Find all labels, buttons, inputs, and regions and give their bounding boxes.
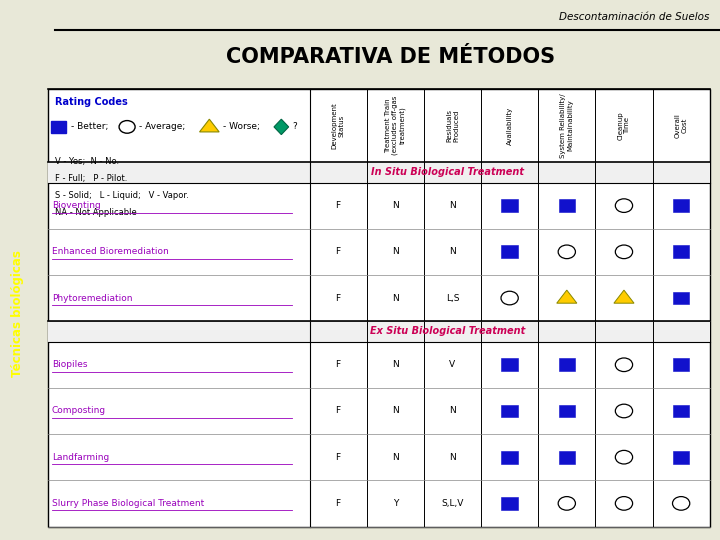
Text: Phytoremediation: Phytoremediation (52, 294, 132, 302)
Text: System Reliability/
Maintainability: System Reliability/ Maintainability (560, 93, 573, 158)
Text: L,S: L,S (446, 294, 459, 302)
Text: Residuals
Produced: Residuals Produced (446, 109, 459, 142)
Bar (559, 359, 575, 371)
Bar (501, 497, 518, 510)
Circle shape (616, 450, 633, 464)
Bar (501, 451, 518, 464)
Bar (673, 451, 689, 464)
Bar (673, 245, 689, 258)
Text: Y: Y (392, 499, 398, 508)
Text: N: N (449, 201, 456, 210)
Text: - Average;: - Average; (140, 123, 186, 131)
Text: V - Yes;  N - No.: V - Yes; N - No. (55, 157, 120, 166)
Text: S,L,V: S,L,V (441, 499, 464, 508)
Bar (48, 89, 710, 526)
Text: F: F (336, 360, 341, 369)
Polygon shape (557, 290, 577, 303)
Polygon shape (274, 119, 289, 134)
Text: N: N (449, 453, 456, 462)
Text: - Better;: - Better; (71, 123, 108, 131)
Circle shape (616, 245, 633, 259)
Bar (673, 404, 689, 417)
Text: Treatment Train
(excludes off-gas
treatment): Treatment Train (excludes off-gas treatm… (384, 96, 406, 155)
Circle shape (616, 497, 633, 510)
Text: N: N (392, 453, 399, 462)
Polygon shape (614, 290, 634, 303)
Bar (51, 122, 66, 132)
Polygon shape (199, 119, 219, 132)
Text: F: F (336, 453, 341, 462)
Bar (673, 292, 689, 305)
Text: N: N (449, 407, 456, 415)
Text: Ex Situ Biological Treatment: Ex Situ Biological Treatment (370, 326, 525, 336)
Text: Slurry Phase Biological Treatment: Slurry Phase Biological Treatment (52, 499, 204, 508)
Circle shape (558, 497, 575, 510)
Text: Descontaminación de Suelos: Descontaminación de Suelos (559, 11, 710, 22)
Circle shape (558, 245, 575, 259)
Text: F - Full;   P - Pilot.: F - Full; P - Pilot. (55, 174, 127, 183)
Circle shape (616, 358, 633, 372)
Text: Bioventing: Bioventing (52, 201, 101, 210)
Circle shape (616, 199, 633, 212)
Text: F: F (336, 294, 341, 302)
Text: COMPARATIVA DE MÉTODOS: COMPARATIVA DE MÉTODOS (226, 46, 556, 67)
Text: ?: ? (292, 123, 297, 131)
Bar (501, 199, 518, 212)
Text: F: F (336, 201, 341, 210)
Bar (673, 359, 689, 371)
Text: Biopiles: Biopiles (52, 360, 87, 369)
Circle shape (501, 291, 518, 305)
Text: F: F (336, 247, 341, 256)
Text: N: N (392, 407, 399, 415)
Text: N: N (449, 247, 456, 256)
Text: Landfarming: Landfarming (52, 453, 109, 462)
Text: V: V (449, 360, 456, 369)
Bar (501, 245, 518, 258)
Circle shape (616, 404, 633, 418)
Text: F: F (336, 407, 341, 415)
Text: Técnicas biológicas: Técnicas biológicas (11, 250, 24, 376)
Bar (559, 199, 575, 212)
Text: In Situ Biological Treatment: In Situ Biological Treatment (371, 167, 524, 177)
Bar (48, 162, 710, 183)
Text: Composting: Composting (52, 407, 106, 415)
Text: S - Solid;   L - Liquid;   V - Vapor.: S - Solid; L - Liquid; V - Vapor. (55, 191, 189, 200)
Text: Cleanup
Time: Cleanup Time (618, 111, 631, 140)
Bar (559, 404, 575, 417)
Text: Development
Status: Development Status (332, 102, 345, 149)
Text: N: N (392, 294, 399, 302)
Text: N: N (392, 247, 399, 256)
Bar (673, 199, 689, 212)
Text: F: F (336, 499, 341, 508)
Text: Rating Codes: Rating Codes (55, 97, 128, 107)
Text: Enhanced Bioremediation: Enhanced Bioremediation (52, 247, 168, 256)
Text: Availability: Availability (507, 106, 513, 145)
Text: N: N (392, 201, 399, 210)
Text: N: N (392, 360, 399, 369)
Text: - Worse;: - Worse; (222, 123, 259, 131)
Bar (501, 359, 518, 371)
Bar (559, 451, 575, 464)
Text: NA - Not Applicable: NA - Not Applicable (55, 208, 137, 218)
Text: Overall
Cost: Overall Cost (675, 113, 688, 138)
Circle shape (672, 497, 690, 510)
Bar (48, 321, 710, 342)
Bar (501, 404, 518, 417)
Circle shape (119, 120, 135, 133)
